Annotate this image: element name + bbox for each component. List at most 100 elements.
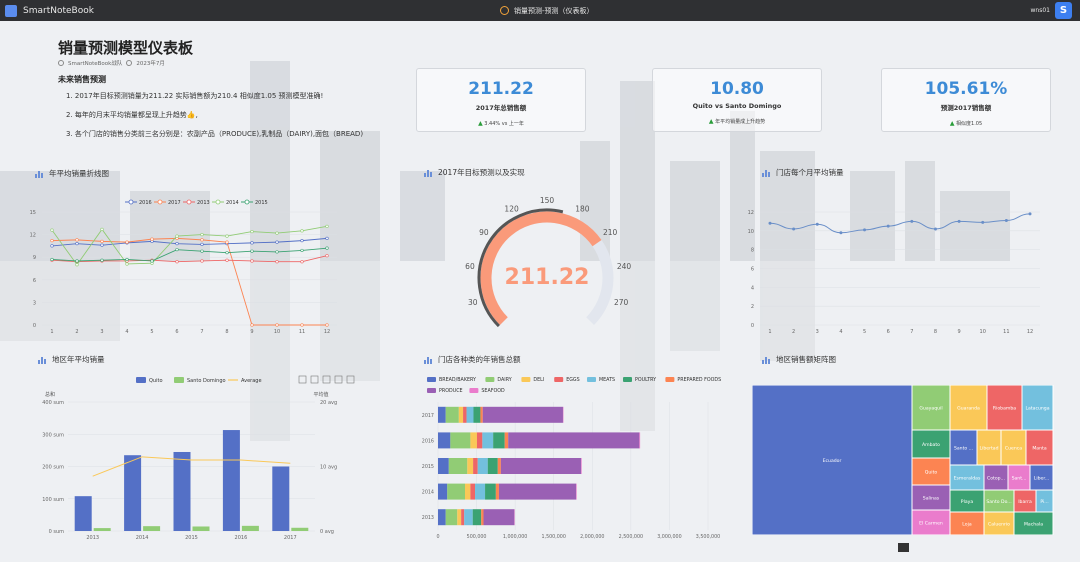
bar-segment (493, 432, 505, 449)
avatar[interactable]: S (1055, 2, 1072, 19)
restore-icon[interactable] (334, 375, 343, 384)
data-point (175, 260, 179, 264)
region-bar-chart: Quito Santo Domingo Average 总和 平均值 0 sum 100 s… (42, 375, 355, 540)
data-point (150, 237, 154, 241)
legend-swatch (427, 377, 436, 382)
treemap-cell (752, 385, 913, 535)
data-point (792, 227, 796, 231)
bar-segment (487, 458, 498, 474)
panel-title-text: 门店每个月平均销量 (776, 168, 844, 177)
series-line-average (92, 456, 291, 477)
kpi-label: 预测2017销售额 (940, 104, 992, 112)
data-point (175, 234, 179, 238)
data-point (225, 234, 229, 238)
bar-segment (477, 458, 488, 474)
data-point (75, 259, 79, 263)
x-tick-label: 12 (1027, 329, 1033, 335)
bar-segment (457, 509, 462, 526)
y-tick-label: 3 (33, 300, 36, 306)
gauge-chart: 0 30 60 90 120 150 180 210 240 270 300 211.22 (465, 196, 631, 330)
bar-santo-domingo (143, 526, 161, 531)
bar-quito (74, 496, 92, 531)
gauge-tick-label: 120 (504, 205, 519, 214)
treemap-label: Sant... (1012, 476, 1027, 482)
bar-segment (473, 458, 478, 474)
y-tick-label-left: 200 sum (42, 465, 64, 471)
data-point (300, 260, 304, 264)
x-tick-label: 2017 (284, 535, 297, 540)
data-point (863, 228, 867, 232)
y-tick-label: 2016 (422, 438, 434, 444)
x-tick-label: 2 (792, 329, 795, 335)
panel-title-yearly-line: 年平均销量折线图 (35, 168, 109, 179)
document-icon[interactable] (298, 375, 307, 384)
x-tick-label: 2 (75, 329, 78, 335)
series-line (51, 225, 328, 266)
bar-segment (438, 432, 451, 449)
gauge-fill (480, 211, 602, 326)
x-tick-label: 4 (125, 329, 128, 335)
y-axis-label-right: 平均值 (313, 391, 328, 398)
bar-segment (466, 406, 474, 423)
treemap-label: Pi... (1040, 499, 1048, 505)
treemap-cell (911, 429, 951, 459)
x-tick-label: 3 (816, 329, 819, 335)
data-point (325, 323, 329, 327)
treemap-label: Latacunga (1025, 406, 1049, 412)
legend-swatch (469, 388, 479, 393)
data-point (50, 244, 54, 248)
panel-title-store-monthly: 门店每个月平均销量 (762, 167, 844, 178)
legend-swatch (485, 377, 495, 382)
download-icon[interactable] (346, 375, 355, 384)
bar-segment (464, 509, 473, 526)
x-tick-label: 1 (768, 329, 771, 335)
data-point (300, 323, 304, 327)
legend-marker (215, 199, 221, 205)
x-tick-label: 8 (934, 329, 937, 335)
insight-item: 1. 2017年目标预测销量为211.22 实际销售额为210.4 相似度1.0… (66, 92, 324, 100)
data-point (75, 238, 79, 242)
kpi-sub-text: 年平均销量成上升趋势 (715, 119, 766, 125)
section-title: 未来销售预测 (58, 75, 106, 84)
gauge-tick-label: 210 (603, 228, 618, 237)
data-point (50, 228, 54, 232)
x-tick-label: 7 (200, 329, 203, 335)
treemap-label: El Carmen (919, 521, 943, 527)
legend-marker (186, 199, 192, 205)
bar-segment (448, 458, 468, 474)
treemap-label: Loja (962, 522, 972, 528)
data-point (200, 242, 204, 246)
user-name[interactable]: wns01 (1030, 7, 1050, 14)
treemap-label: Santo Do... (986, 499, 1011, 505)
y-tick-label-left: 400 sum (42, 400, 64, 406)
line-chart-icon[interactable] (310, 375, 319, 384)
y-tick-label: 12 (748, 210, 754, 216)
treemap-label: Santo ... (954, 446, 973, 452)
bar-segment (438, 458, 449, 474)
legend-label: 2017 (168, 200, 181, 206)
doc-title-area[interactable]: 销量预测-预测（仪表板） (500, 0, 594, 21)
bar-segment (504, 432, 509, 449)
y-tick-label: 10 (748, 229, 754, 235)
data-point (275, 250, 279, 254)
bar-segment (495, 483, 499, 500)
data-point (225, 240, 229, 244)
data-point (100, 243, 104, 247)
y-tick-label: 2015 (422, 464, 434, 470)
data-point (100, 239, 104, 243)
data-point (815, 222, 819, 226)
x-tick-label: 2015 (185, 535, 198, 540)
legend-label: Santo Domingo (187, 378, 226, 384)
stop-button[interactable] (898, 543, 909, 552)
author: SmartNoteBook战队 (68, 61, 123, 67)
legend-label: MEATS (599, 377, 615, 383)
gauge-tick-label: 150 (540, 196, 555, 205)
bar-chart-icon[interactable] (322, 375, 331, 384)
treemap-label: Liber... (1034, 476, 1049, 482)
bar-segment (475, 483, 486, 500)
kpi-sub: ▲ 相似度1.05 (882, 120, 1050, 127)
x-tick-label: 2014 (136, 535, 149, 540)
data-point (50, 239, 54, 243)
y-tick-label-right: 20 avg (320, 400, 337, 406)
